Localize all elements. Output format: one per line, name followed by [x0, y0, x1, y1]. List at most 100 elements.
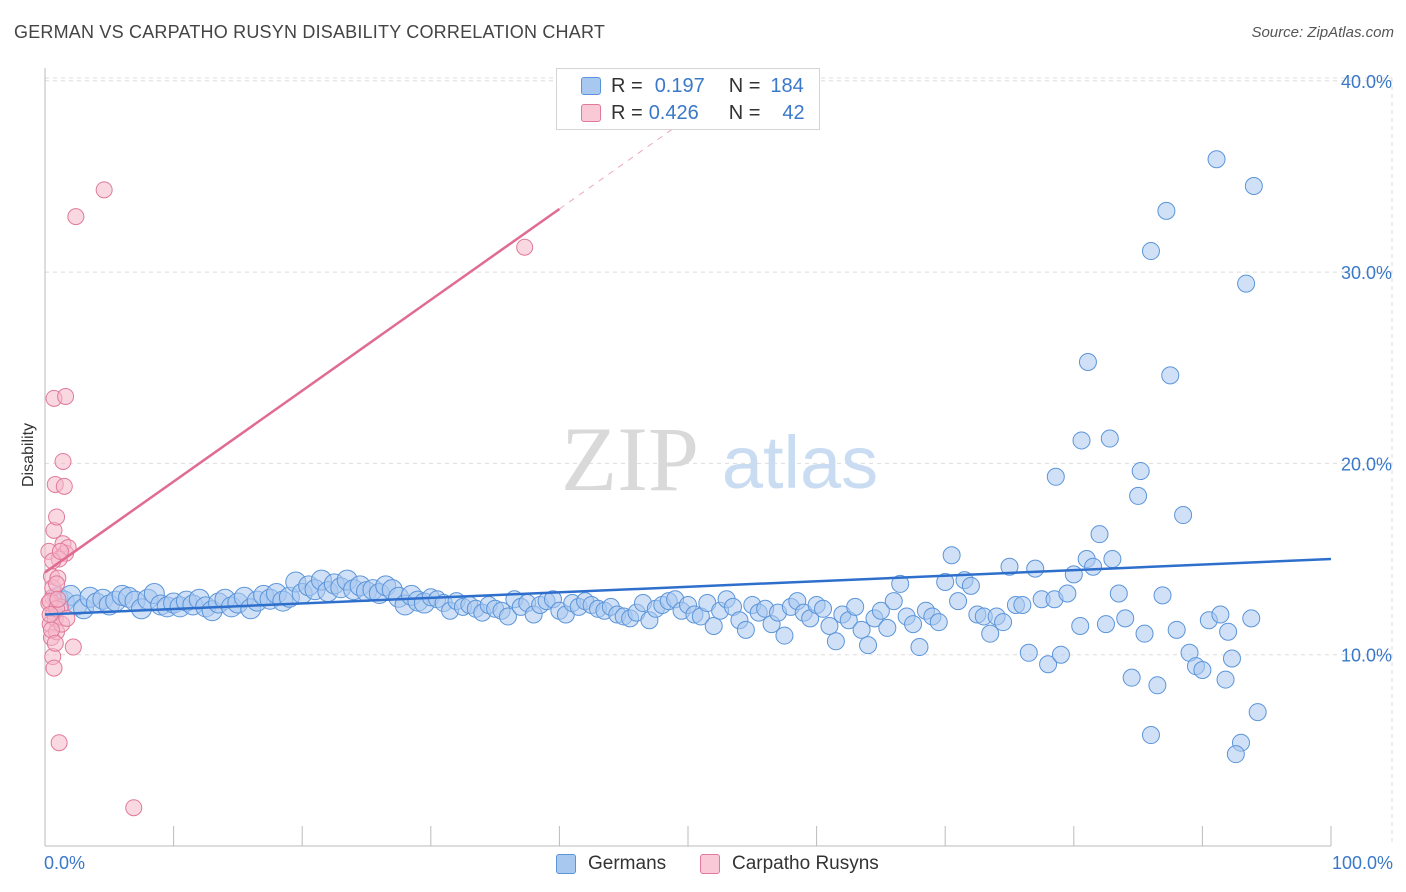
y-tick-label: 20.0% [1341, 454, 1392, 474]
carpatho-rusyns-trend-line [44, 207, 561, 574]
germans-swatch [581, 77, 601, 95]
germans-point [859, 636, 878, 655]
correlation-legend: R = 0.197 N = 184 R = 0.426 N = 42 [556, 68, 820, 130]
germans-point [814, 599, 833, 618]
germans-point [1103, 550, 1122, 569]
axis-labels: 10.0% 20.0% 30.0% 40.0% 0.0% 100.0% [44, 72, 1393, 873]
germans-point [1090, 525, 1109, 544]
n-key: N = [728, 101, 761, 124]
germans-point [846, 597, 865, 616]
germans-point [949, 592, 968, 611]
carpatho-rusyns-point [49, 590, 67, 608]
germans-point [1078, 353, 1097, 372]
carpatho-rusyns-point [46, 634, 64, 652]
germans-point [878, 618, 897, 637]
germans-point [852, 620, 871, 639]
watermark: ZIP atlas [561, 408, 878, 510]
germans-point [1084, 557, 1103, 576]
germans-point [1096, 615, 1115, 634]
germans-point [1064, 565, 1083, 584]
carpatho-rusyns-point [67, 208, 85, 226]
source-note: Source: ZipAtlas.com [1251, 24, 1394, 41]
carpatho-rusyns-swatch [581, 104, 601, 122]
germans-point [871, 601, 890, 620]
germans-swatch [556, 854, 576, 874]
germans-point [1051, 645, 1070, 664]
germans-point [1174, 506, 1193, 525]
germans-point [910, 638, 929, 657]
carpatho-rusyns-point [64, 638, 82, 656]
germans-trend-line [44, 557, 1332, 616]
germans-point [498, 607, 517, 626]
trend-lines [44, 99, 1332, 616]
legend-label: Carpatho Rusyns [732, 853, 879, 874]
germans-point [1141, 242, 1160, 261]
germans-point [1000, 557, 1019, 576]
germans-point [1131, 462, 1150, 481]
watermark-zip: ZIP [561, 408, 699, 510]
germans-point [736, 620, 755, 639]
germans-point [1072, 431, 1091, 450]
legend-item-germans[interactable]: Germans [556, 850, 666, 878]
y-tick-label: 40.0% [1341, 72, 1392, 92]
germans-point [1116, 609, 1135, 628]
carpatho-rusyns-point [45, 659, 63, 677]
axes [44, 68, 1332, 847]
germans-point [942, 546, 961, 565]
y-axis-title: Disability [20, 423, 37, 487]
germans-point [994, 613, 1013, 632]
germans-point [1161, 366, 1180, 385]
series-carpatho-rusyns-points [40, 181, 534, 817]
carpatho-rusyns-swatch [700, 854, 720, 874]
germans-point [1167, 620, 1186, 639]
legend-item-carpatho-rusyns[interactable]: Carpatho Rusyns [700, 850, 879, 878]
germans-point [1244, 177, 1263, 196]
r-key: R = [611, 74, 643, 97]
germans-point [704, 617, 723, 636]
germans-point [775, 626, 794, 645]
germans-point [981, 624, 1000, 643]
x-tick-label: 0.0% [44, 853, 85, 873]
n-key: N = [728, 74, 761, 97]
germans-point [820, 617, 839, 636]
germans-point [1122, 668, 1141, 687]
carpatho-rusyns-point [55, 477, 73, 495]
germans-point [1135, 624, 1154, 643]
germans-point [1100, 429, 1119, 448]
legend-row-carpatho-rusyns: R = 0.426 N = 42 [581, 100, 805, 126]
r-key: R = [611, 101, 643, 124]
germans-point [929, 613, 948, 632]
germans-point [1222, 649, 1241, 668]
carpatho-rusyns-point [51, 542, 69, 560]
carpatho-rusyns-point [516, 238, 534, 256]
legend-label: Germans [588, 853, 667, 874]
r-value: 0.426 [648, 101, 699, 124]
x-tick-label: 100.0% [1332, 853, 1393, 873]
germans-point [1046, 467, 1065, 486]
carpatho-rusyns-point [54, 452, 72, 470]
r-value: 0.197 [654, 74, 705, 97]
germans-point [1141, 726, 1160, 745]
germans-point [961, 576, 980, 595]
germans-point [1153, 586, 1172, 605]
germans-point [904, 615, 923, 634]
carpatho-rusyns-point [125, 799, 143, 817]
germans-point [826, 632, 845, 651]
germans-point [1109, 584, 1128, 603]
germans-point [1237, 274, 1256, 293]
series-legend: Germans Carpatho Rusyns [0, 850, 1406, 880]
germans-point [1157, 201, 1176, 220]
germans-point [936, 573, 955, 592]
germans-point [1211, 605, 1230, 624]
germans-point [1207, 150, 1226, 169]
germans-point [1058, 584, 1077, 603]
carpatho-rusyns-point [48, 575, 66, 593]
y-tick-label: 30.0% [1341, 263, 1392, 283]
germans-point [1013, 595, 1032, 614]
germans-point [1219, 622, 1238, 641]
germans-point [1148, 676, 1167, 695]
germans-point [884, 592, 903, 611]
germans-point [1026, 559, 1045, 578]
germans-point [1193, 661, 1212, 680]
